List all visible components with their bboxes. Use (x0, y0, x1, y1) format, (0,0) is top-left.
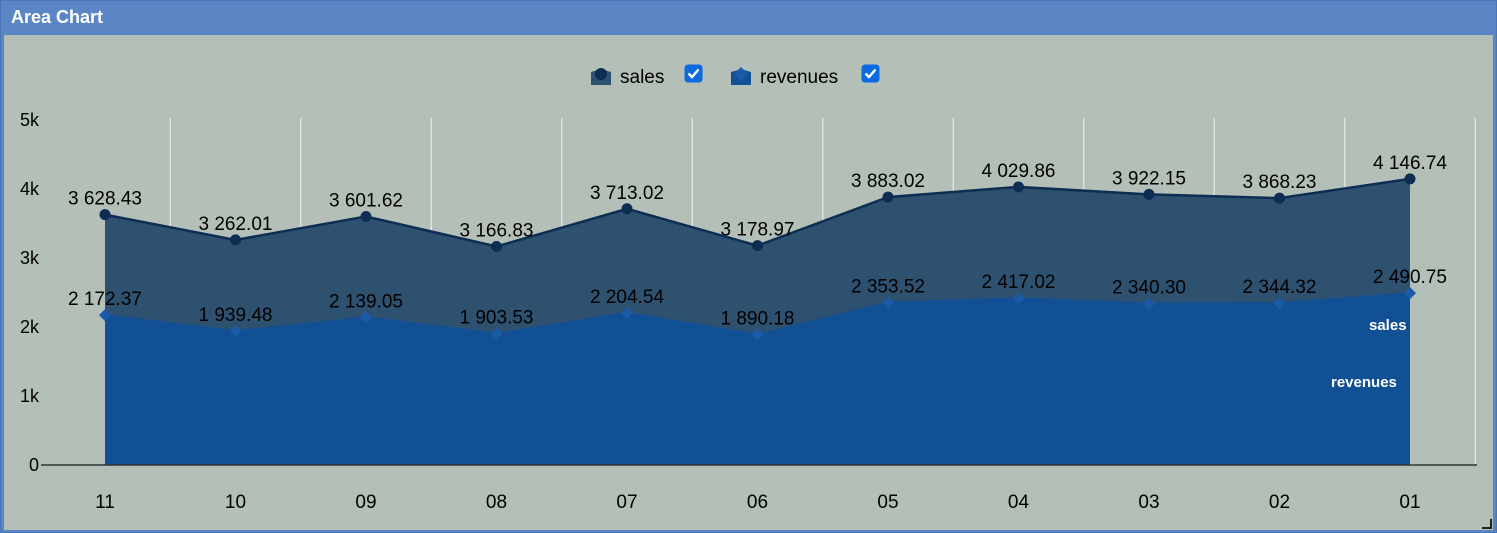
y-tick-label: 1k (20, 386, 40, 406)
x-tick-label: 05 (877, 492, 898, 513)
revenues-point (751, 328, 764, 341)
y-tick-label: 0 (29, 455, 39, 475)
revenues-legend-marker-icon (734, 67, 748, 81)
revenues-point (490, 327, 503, 340)
x-tick-label: 07 (616, 492, 637, 513)
revenues-data-label: 2 490.75 (1373, 267, 1447, 288)
sales-point (230, 234, 241, 246)
revenues-point (1143, 297, 1155, 310)
sales-point (621, 203, 633, 215)
revenues-point (621, 306, 633, 319)
sales-data-label: 4 146.74 (1373, 153, 1447, 174)
x-tick-label: 10 (225, 492, 246, 513)
revenues-data-label: 2 353.52 (851, 277, 925, 298)
sales-data-label: 3 713.02 (590, 183, 664, 204)
revenues-point (882, 296, 894, 309)
y-tick-label: 4k (20, 179, 40, 199)
y-tick-label: 5k (20, 110, 40, 130)
revenues-data-label: 2 139.05 (329, 291, 403, 312)
sales-data-label: 3 922.15 (1112, 168, 1186, 189)
x-tick-label: 02 (1269, 492, 1290, 513)
revenues-data-label: 1 890.18 (721, 309, 795, 330)
revenues-legend-label: revenues (760, 67, 838, 88)
sales-data-label: 3 868.23 (1243, 172, 1317, 193)
revenues-legend-checkbox[interactable] (861, 64, 880, 83)
checkmark-icon (864, 68, 877, 79)
revenues-point (360, 311, 372, 324)
sales-data-label: 3 883.02 (851, 171, 925, 192)
revenues-data-label: 2 340.30 (1112, 278, 1186, 299)
revenues-point (1404, 287, 1416, 300)
sales-point (360, 210, 372, 222)
sales-point (752, 240, 763, 252)
x-tick-label: 08 (486, 492, 507, 513)
resize-handle-icon[interactable] (1482, 519, 1492, 529)
sales-point (1013, 181, 1024, 193)
sales-legend-marker-icon (595, 68, 607, 80)
sales-point (882, 191, 894, 203)
revenues-point (229, 325, 242, 338)
sales-point (1143, 188, 1155, 200)
panel-titlebar: Area Chart (1, 1, 1496, 35)
sales-series-label: sales (1369, 317, 1407, 334)
revenues-data-label: 2 417.02 (982, 272, 1056, 293)
x-tick-label: 04 (1008, 492, 1030, 513)
sales-data-label: 3 166.83 (460, 220, 534, 241)
revenues-point (1273, 297, 1286, 310)
sales-legend-checkbox[interactable] (684, 64, 703, 83)
x-tick-label: 01 (1399, 492, 1420, 513)
revenues-data-label: 2 204.54 (590, 287, 664, 308)
sales-legend-label: sales (620, 67, 664, 88)
revenues-data-label: 1 939.48 (199, 305, 273, 326)
revenues-data-label: 1 903.53 (460, 308, 534, 329)
sales-data-label: 3 178.97 (721, 220, 795, 241)
panel-title: Area Chart (11, 7, 104, 27)
sales-point (1274, 192, 1285, 204)
sales-data-label: 3 262.01 (199, 214, 273, 235)
x-tick-label: 03 (1138, 492, 1159, 513)
y-tick-label: 3k (20, 248, 40, 268)
x-tick-label: 09 (355, 492, 376, 513)
x-tick-label: 06 (747, 492, 768, 513)
revenues-data-label: 2 172.37 (68, 289, 142, 310)
sales-point (491, 240, 502, 252)
sales-data-label: 3 628.43 (68, 189, 142, 210)
revenues-series-label: revenues (1331, 374, 1397, 391)
sales-point (99, 209, 111, 221)
sales-data-label: 3 601.62 (329, 190, 403, 211)
revenues-area (105, 293, 1410, 465)
revenues-data-label: 2 344.32 (1243, 277, 1317, 298)
revenues-point (1012, 292, 1025, 305)
x-tick-label: 11 (95, 492, 115, 513)
sales-point (1404, 173, 1416, 185)
checkmark-icon (687, 68, 700, 79)
sales-data-label: 4 029.86 (982, 161, 1056, 182)
revenues-point (99, 309, 111, 322)
y-tick-label: 2k (20, 317, 40, 337)
